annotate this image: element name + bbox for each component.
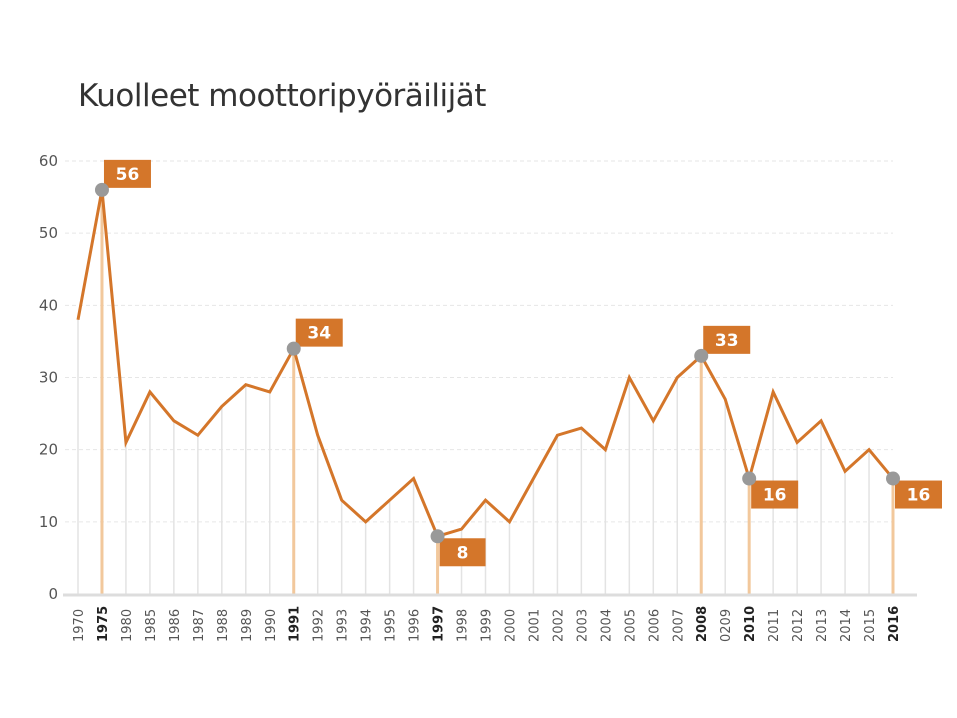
y-tick-label: 40 bbox=[39, 296, 58, 314]
x-tick-label: 1988 bbox=[216, 609, 231, 642]
data-label-box bbox=[895, 480, 942, 509]
x-tick-label: 1989 bbox=[240, 609, 255, 642]
data-label: 33 bbox=[715, 331, 739, 351]
x-tick-label: 0209 bbox=[719, 609, 734, 642]
y-tick-label: 0 bbox=[48, 585, 58, 603]
x-tick-label: 2000 bbox=[503, 609, 518, 642]
x-tick-label: 1996 bbox=[408, 609, 423, 642]
x-tick-label: 2011 bbox=[767, 609, 782, 642]
y-tick-label: 10 bbox=[39, 513, 58, 531]
x-tick-label: 1993 bbox=[336, 609, 351, 642]
highlight-marker bbox=[886, 471, 900, 486]
highlight-marker bbox=[694, 348, 709, 363]
x-tick-label: 2013 bbox=[815, 609, 830, 642]
x-tick-label: 2004 bbox=[599, 609, 614, 642]
y-tick-label: 30 bbox=[39, 369, 58, 387]
data-label-box bbox=[703, 325, 751, 354]
x-tick-label: 1970 bbox=[72, 609, 87, 642]
data-label-box bbox=[295, 318, 343, 347]
x-tick-label: 2010 bbox=[743, 606, 758, 642]
x-tick-label: 2002 bbox=[551, 609, 566, 642]
x-tick-label: 1994 bbox=[360, 609, 375, 642]
data-line bbox=[76, 189, 895, 539]
x-tick-label: 2008 bbox=[695, 606, 710, 642]
x-tick-label: 1995 bbox=[384, 609, 399, 642]
x-tick-label: 2001 bbox=[527, 609, 542, 642]
highlight-marker bbox=[286, 341, 301, 356]
y-tick-label: 50 bbox=[39, 224, 58, 242]
data-label-box bbox=[103, 159, 151, 188]
x-tick-label: 1990 bbox=[264, 609, 279, 642]
highlight-marker bbox=[742, 471, 757, 486]
x-tick-label: 1985 bbox=[144, 609, 159, 642]
highlight-marker bbox=[430, 529, 445, 544]
data-label: 16 bbox=[763, 486, 787, 506]
data-label-box bbox=[751, 480, 799, 509]
x-tick-label: 1991 bbox=[288, 606, 303, 642]
chart-title: Kuolleet moottoripyöräilijät bbox=[78, 78, 486, 114]
y-tick-label: 60 bbox=[39, 152, 58, 170]
x-tick-label: 2015 bbox=[863, 609, 878, 642]
data-label-box bbox=[439, 538, 486, 567]
x-tick-label: 2005 bbox=[623, 609, 638, 642]
data-label: 56 bbox=[116, 165, 140, 185]
highlight-marker bbox=[94, 182, 109, 197]
data-label: 34 bbox=[307, 324, 331, 344]
x-tick-label: 1987 bbox=[192, 609, 207, 642]
x-tick-label: 1999 bbox=[480, 609, 495, 642]
x-tick-label: 2012 bbox=[791, 609, 806, 642]
x-tick-label: 2014 bbox=[839, 609, 854, 642]
data-label: 8 bbox=[457, 543, 469, 563]
x-tick-label: 2003 bbox=[575, 609, 590, 642]
x-tick-label: 2006 bbox=[647, 609, 662, 642]
x-tick-label: 1980 bbox=[120, 609, 135, 642]
x-tick-label: 2016 bbox=[887, 606, 902, 642]
y-tick-label: 20 bbox=[39, 441, 58, 459]
x-tick-label: 1986 bbox=[168, 609, 183, 642]
x-tick-label: 2007 bbox=[671, 609, 686, 642]
data-label: 16 bbox=[907, 486, 931, 506]
x-tick-label: 1998 bbox=[456, 609, 471, 642]
x-tick-label: 1975 bbox=[96, 606, 111, 642]
x-tick-label: 1992 bbox=[312, 609, 327, 642]
x-tick-label: 1997 bbox=[432, 606, 447, 642]
